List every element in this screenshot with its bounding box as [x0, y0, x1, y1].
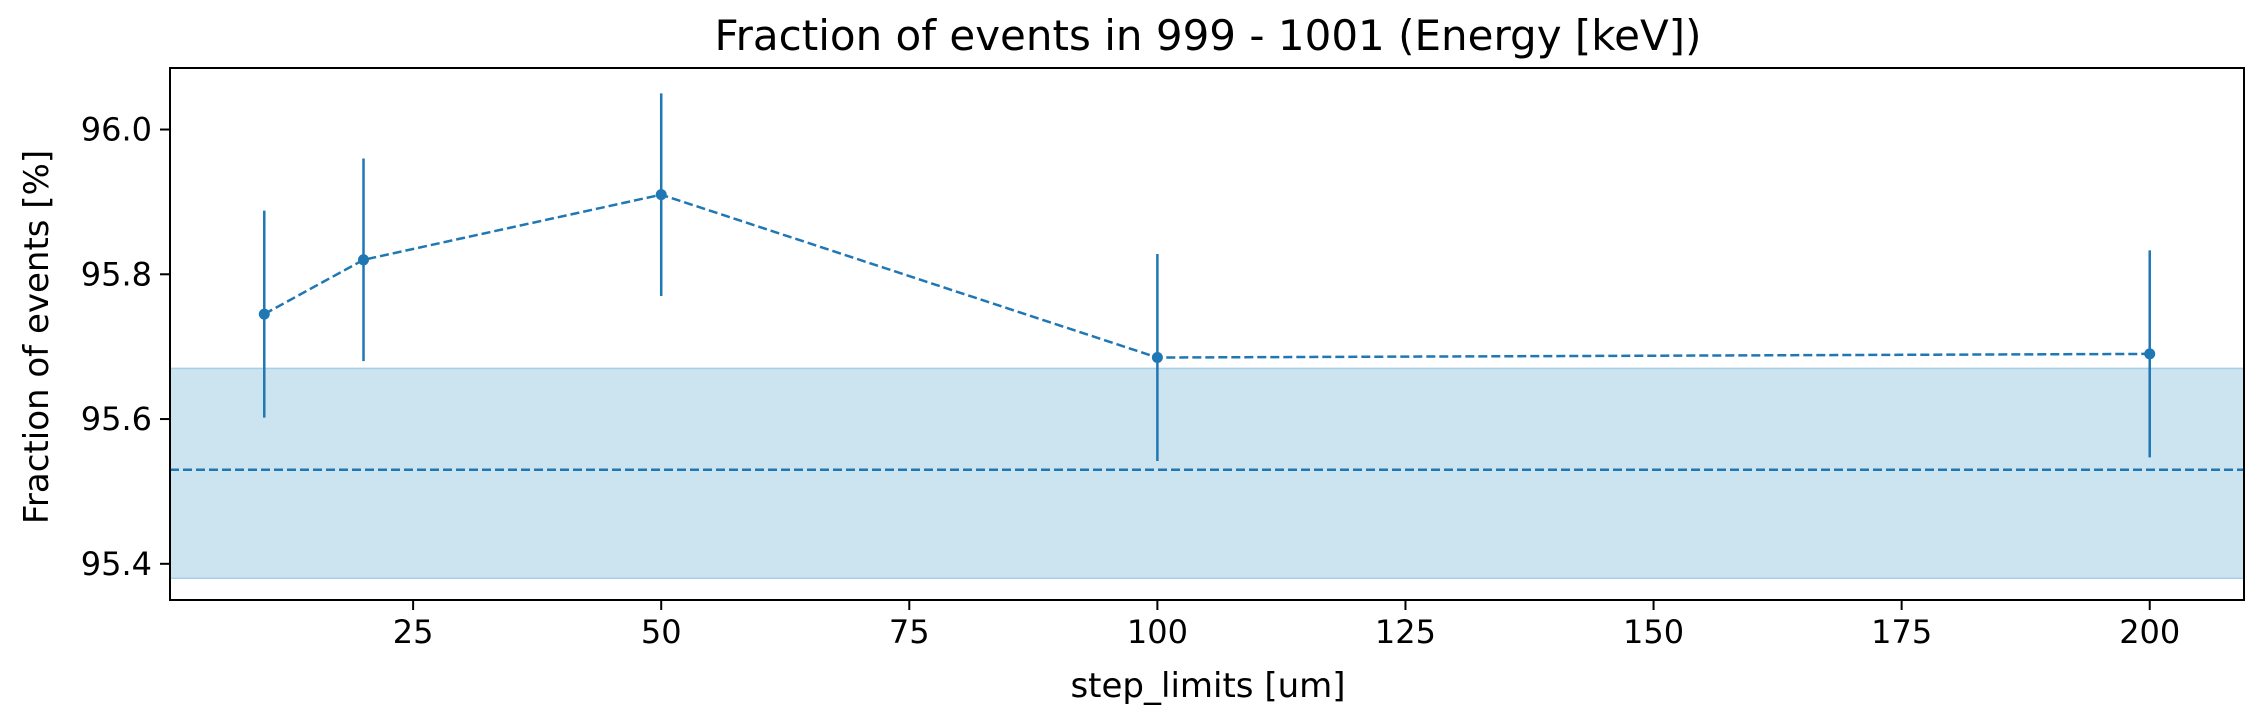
plot-frame — [169, 67, 2245, 601]
y-tick-label: 95.4 — [81, 545, 152, 583]
x-tick-label: 200 — [2119, 613, 2180, 651]
plot-area — [169, 93, 2245, 580]
x-tick-label: 25 — [393, 613, 434, 651]
x-tick-label: 150 — [1623, 613, 1684, 651]
reference-band — [169, 367, 2245, 580]
chart-title: Fraction of events in 999 - 1001 (Energy… — [715, 11, 1702, 60]
y-tick-label: 95.6 — [81, 400, 152, 438]
x-tick-label: 75 — [889, 613, 930, 651]
x-tick-label: 125 — [1375, 613, 1436, 651]
data-point — [2144, 348, 2156, 360]
data-point — [258, 308, 270, 320]
x-axis-label: step_limits [um] — [1070, 666, 1345, 706]
y-tick-label: 96.0 — [81, 111, 152, 149]
data-point — [655, 189, 667, 201]
axes: 25 50 75 100 125 150 175 200 95.4 95.6 95.8 96.0 — [81, 67, 2245, 651]
x-tick-label: 175 — [1871, 613, 1932, 651]
y-tick-label: 95.8 — [81, 255, 152, 293]
y-axis-label: Fraction of events [%] — [17, 150, 57, 524]
data-point — [358, 254, 370, 266]
x-tick-label: 100 — [1127, 613, 1188, 651]
data-point — [1151, 352, 1163, 364]
x-tick-label: 50 — [641, 613, 682, 651]
